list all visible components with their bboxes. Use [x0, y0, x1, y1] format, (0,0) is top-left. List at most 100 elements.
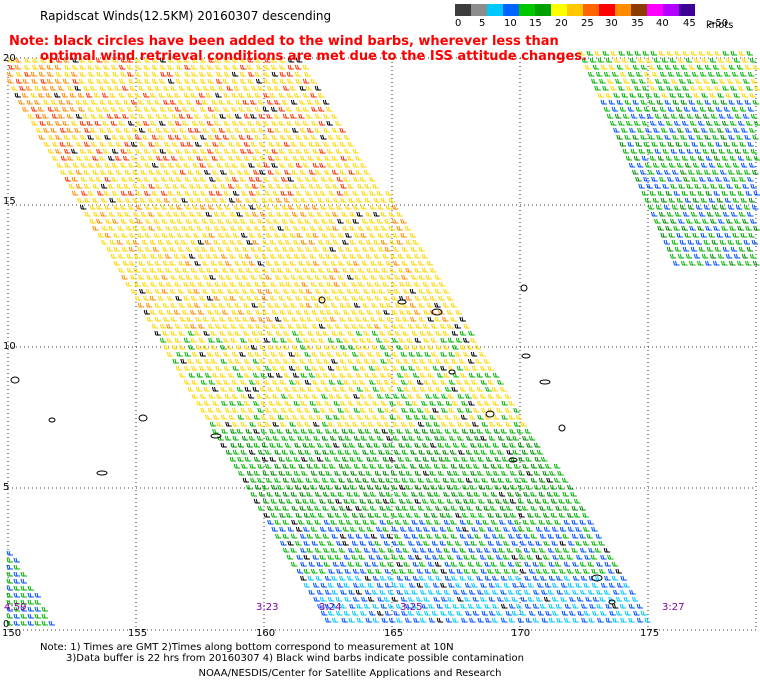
wind-barb — [178, 274, 186, 280]
wind-barb — [447, 393, 455, 399]
island-outline — [10, 376, 20, 384]
wind-barb — [254, 106, 262, 112]
wind-barb — [240, 78, 247, 84]
wind-barb — [347, 330, 354, 336]
wind-barb — [439, 540, 447, 546]
wind-barb — [166, 309, 174, 315]
wind-barb — [255, 309, 262, 315]
wind-barb — [450, 316, 457, 322]
island-outline — [539, 379, 551, 385]
wind-barb — [285, 239, 292, 245]
wind-barb — [333, 456, 341, 462]
wind-barb — [539, 505, 546, 511]
wind-barb — [329, 246, 336, 252]
wind-barb — [579, 519, 586, 525]
wind-barb — [287, 190, 294, 196]
wind-barb — [304, 449, 312, 455]
wind-barb — [729, 225, 736, 231]
wind-barb — [490, 561, 498, 567]
wind-barb — [401, 477, 409, 483]
wind-barb — [305, 477, 313, 483]
wind-barb — [348, 344, 355, 350]
wind-barb — [352, 204, 360, 210]
wind-barb — [491, 386, 499, 392]
wind-barb — [267, 505, 274, 511]
wind-barb — [184, 148, 191, 154]
wind-barb — [152, 204, 160, 210]
wind-barb — [728, 134, 735, 140]
wind-barb — [434, 302, 441, 308]
wind-barb — [621, 127, 628, 133]
wind-barb — [243, 141, 251, 147]
wind-barb — [487, 498, 494, 504]
wind-barb — [294, 71, 302, 77]
wind-barb — [319, 540, 326, 546]
wind-barb — [411, 491, 418, 497]
wind-barb — [691, 176, 698, 182]
wind-barb — [664, 64, 672, 70]
wind-barb — [418, 274, 425, 280]
wind-barb — [299, 316, 307, 322]
wind-barb — [220, 183, 228, 189]
wind-barb — [382, 498, 390, 504]
wind-barb — [275, 169, 282, 175]
wind-barb — [293, 470, 301, 476]
wind-barb — [319, 568, 326, 574]
wind-barb — [600, 554, 607, 560]
wind-barb — [74, 85, 81, 91]
wind-barb — [191, 365, 198, 371]
wind-barb — [311, 393, 319, 399]
wind-barb — [104, 232, 112, 238]
wind-barb — [291, 211, 299, 217]
wind-barb — [737, 260, 744, 266]
wind-barb — [399, 281, 406, 287]
wind-barb — [444, 456, 452, 462]
wind-barb — [380, 225, 388, 231]
wind-barb — [357, 442, 365, 448]
wind-barb — [226, 85, 233, 91]
wind-barb — [354, 477, 362, 483]
wind-barb — [231, 309, 238, 315]
wind-barb — [90, 99, 98, 105]
wind-barb — [272, 407, 280, 413]
wind-barb — [296, 393, 304, 399]
wind-barb — [237, 456, 244, 462]
wind-barb — [689, 155, 697, 161]
wind-barb — [359, 582, 366, 588]
wind-barb — [235, 155, 243, 161]
wind-barb — [171, 113, 179, 119]
wind-barb — [344, 162, 351, 168]
wind-barb — [309, 253, 316, 259]
wind-barb — [289, 463, 296, 469]
wind-barb — [431, 540, 439, 546]
wind-barb — [583, 610, 591, 616]
wind-barb — [336, 568, 343, 574]
wind-barb — [257, 288, 265, 294]
wind-barb — [197, 253, 205, 259]
wind-barb — [392, 218, 399, 224]
wind-barb — [306, 344, 313, 350]
wind-barb — [401, 610, 408, 616]
wind-barb — [449, 449, 457, 455]
wind-barb — [306, 519, 313, 525]
wind-barb — [399, 498, 406, 504]
wind-barb — [411, 603, 419, 609]
wind-barb — [754, 120, 760, 126]
wind-barb — [261, 281, 269, 287]
wind-barb — [280, 337, 287, 343]
wind-barb — [211, 386, 219, 392]
wind-barb — [615, 78, 622, 84]
wind-barb — [240, 379, 247, 385]
wind-barb — [162, 246, 169, 252]
wind-barb — [656, 169, 663, 175]
wind-barb — [167, 106, 174, 112]
wind-barb — [296, 232, 303, 238]
wind-barb — [207, 148, 214, 154]
wind-barb — [750, 218, 757, 224]
wind-barb — [165, 211, 173, 217]
wind-barb — [315, 575, 323, 581]
wind-barb — [515, 575, 522, 581]
wind-barb — [252, 155, 259, 161]
wind-barb — [604, 575, 611, 581]
wind-barb — [313, 190, 320, 196]
